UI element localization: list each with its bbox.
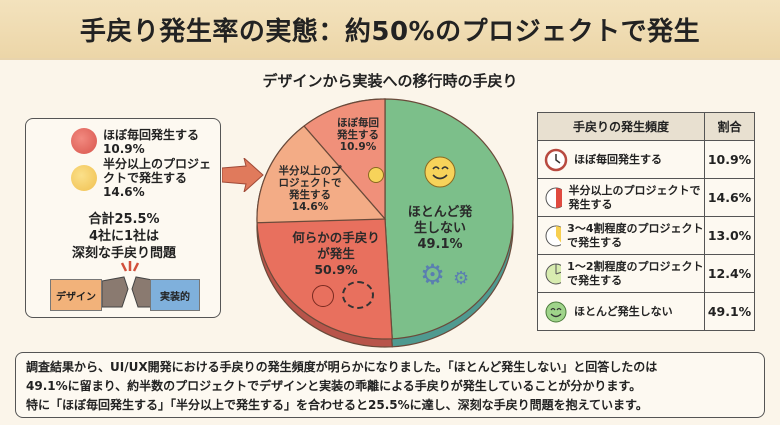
slice-label-none: ほとんど発生しない 49.1%: [407, 205, 473, 252]
implementation-tag: 実装的: [150, 279, 200, 311]
table-row: 半分以上のプロジェクトで発生する 14.6%: [537, 178, 755, 217]
row-label: ほとんど発生しない: [574, 304, 673, 318]
frequency-table: 手戻りの発生頻度 割合 ほぼ毎回発生する 10.9% 半分以上のプロジェクトで発生す…: [537, 112, 755, 331]
row-value: 14.6%: [704, 178, 755, 217]
highlight-box: ほぼ毎回発生する 10.9% 半分以上のプロジェクトで発生する 14.6% 合計25…: [25, 118, 221, 318]
table-row: ほぼ毎回発生する 10.9%: [537, 140, 755, 179]
row-label: 半分以上のプロジェクトで発生する: [568, 183, 701, 211]
highlight-item-1: ほぼ毎回発生する 10.9%: [71, 128, 199, 156]
slice-label-any: 何らかの手戻りが発生 50.9%: [292, 230, 380, 277]
total-summary: 合計25.5% 4社に1社は 深刻な手戻り問題: [26, 211, 222, 262]
highlight-item-2: 半分以上のプロジェクトで発生する 14.6%: [71, 157, 213, 199]
smiley-icon: [545, 301, 567, 322]
angry-face-icon: [312, 285, 334, 307]
summary-line-2: 49.1%に留まり、約半数のプロジェクトでデザインと実装の乖離による手戻りが発生…: [26, 379, 642, 393]
slice-label-s2: 半分以上のプロジェクトで発生する 14.6%: [278, 165, 342, 213]
pie-slice-none: [384, 98, 514, 340]
tangled-lines-icon: [342, 281, 374, 309]
item1-value: 10.9%: [103, 142, 145, 156]
row-label: 1〜2割程度のプロジェクトで発生する: [567, 259, 704, 287]
gear-icon: ⚙: [420, 258, 446, 291]
item2-value: 14.6%: [103, 185, 145, 199]
pie-sub-slice-2: [256, 125, 387, 224]
pie-chart: ほぼ毎回発生する 10.9% 半分以上のプロジェクトで発生する 14.6% 何らかの…: [250, 95, 520, 350]
summary-line-3: 特に「ほぼ毎回発生する」「半分以上で発生する」を合わせると25.5%に達し、深刻…: [26, 398, 648, 412]
pie-svg: [256, 98, 514, 348]
row-value: 49.1%: [704, 292, 755, 331]
table-row: 3〜4割程度のプロジェクトで発生する 13.0%: [537, 216, 755, 255]
table-row: 1〜2割程度のプロジェクトで発生する 12.4%: [537, 254, 755, 293]
worried-face-icon: [71, 165, 97, 191]
small-gear-icon: ⚙: [453, 268, 470, 289]
pie-wedge-icon: [545, 225, 562, 246]
item1-label: ほぼ毎回発生する: [103, 128, 200, 142]
table-row: ほとんど発生しない 49.1%: [537, 292, 755, 331]
smiley-icon: [424, 156, 456, 188]
design-tag: デザイン: [50, 279, 102, 311]
clock-icon: [544, 148, 568, 171]
chart-subtitle: デザインから実装への移行時の手戻り: [262, 72, 518, 90]
arrow-icon: [222, 158, 264, 192]
title-banner: 手戻り発生率の実態：約50%のプロジェクトで発生: [0, 0, 780, 60]
row-label: 3〜4割程度のプロジェクトで発生する: [567, 221, 704, 249]
slice-label-s1: ほぼ毎回発生する 10.9%: [337, 117, 379, 153]
small-wedge-icon: [545, 263, 562, 284]
page-title: 手戻り発生率の実態：約50%のプロジェクトで発生: [79, 16, 701, 47]
total-line2: 4社に1社は: [88, 229, 160, 244]
total-value: 合計25.5%: [88, 212, 160, 227]
header-ratio: 割合: [704, 112, 755, 141]
total-line3: 深刻な手戻り問題: [71, 246, 176, 261]
row-label: ほぼ毎回発生する: [574, 152, 662, 166]
summary-line-1: 調査結果から、UI/UX開発における手戻りの発生頻度が明らかになりました。「ほと…: [26, 360, 658, 374]
crying-face-icon: [368, 167, 384, 183]
row-value: 13.0%: [704, 216, 755, 255]
item2-label: 半分以上のプロジェクトで発生する: [103, 157, 212, 185]
header-frequency: 手戻りの発生頻度: [537, 112, 705, 141]
row-value: 12.4%: [704, 254, 755, 293]
row-value: 10.9%: [704, 140, 755, 179]
summary-box: 調査結果から、UI/UX開発における手戻りの発生頻度が明らかになりました。「ほと…: [15, 352, 765, 418]
half-circle-icon: [545, 187, 563, 208]
pie-sub-slice-1: [303, 98, 386, 221]
sad-face-icon: [71, 128, 97, 154]
